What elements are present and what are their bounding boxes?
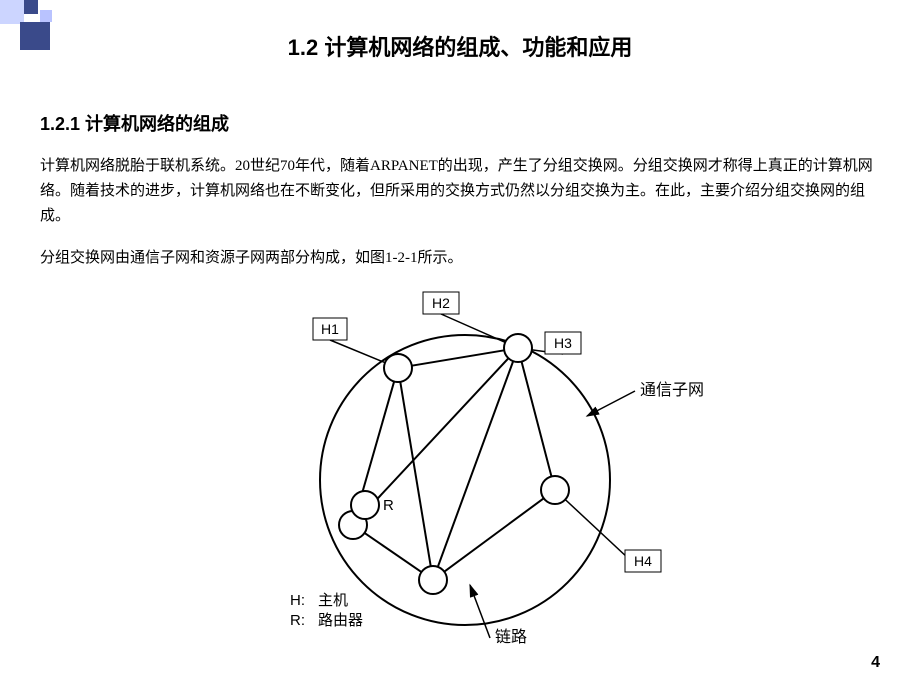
- diagram-svg: R H1 H2 H3 H4 通信子网链路 H: 主机 R: 路由器: [235, 290, 755, 660]
- page-number: 4: [871, 654, 880, 672]
- svg-text:H1: H1: [321, 321, 339, 337]
- paragraph-2: 分组交换网由通信子网和资源子网两部分构成，如图1-2-1所示。: [40, 246, 876, 271]
- subsection-title: 1.2.1 计算机网络的组成: [40, 110, 920, 136]
- svg-text:H:: H:: [290, 592, 305, 609]
- network-diagram: R H1 H2 H3 H4 通信子网链路 H: 主机 R: 路由器: [235, 290, 735, 650]
- svg-text:H2: H2: [432, 295, 450, 311]
- svg-text:主机: 主机: [318, 592, 348, 609]
- svg-text:H4: H4: [634, 553, 652, 569]
- svg-text:路由器: 路由器: [318, 612, 363, 629]
- slide-page: 1.2 计算机网络的组成、功能和应用 1.2.1 计算机网络的组成 计算机网络脱…: [0, 0, 920, 690]
- svg-text:通信子网: 通信子网: [640, 381, 704, 399]
- corner-decoration: [0, 0, 60, 50]
- svg-text:R:: R:: [290, 612, 305, 629]
- svg-text:R: R: [383, 497, 394, 514]
- section-title: 1.2 计算机网络的组成、功能和应用: [0, 0, 920, 62]
- paragraph-1: 计算机网络脱胎于联机系统。20世纪70年代，随着ARPANET的出现，产生了分组…: [40, 154, 876, 228]
- svg-text:链路: 链路: [495, 628, 527, 646]
- svg-text:H3: H3: [554, 335, 572, 351]
